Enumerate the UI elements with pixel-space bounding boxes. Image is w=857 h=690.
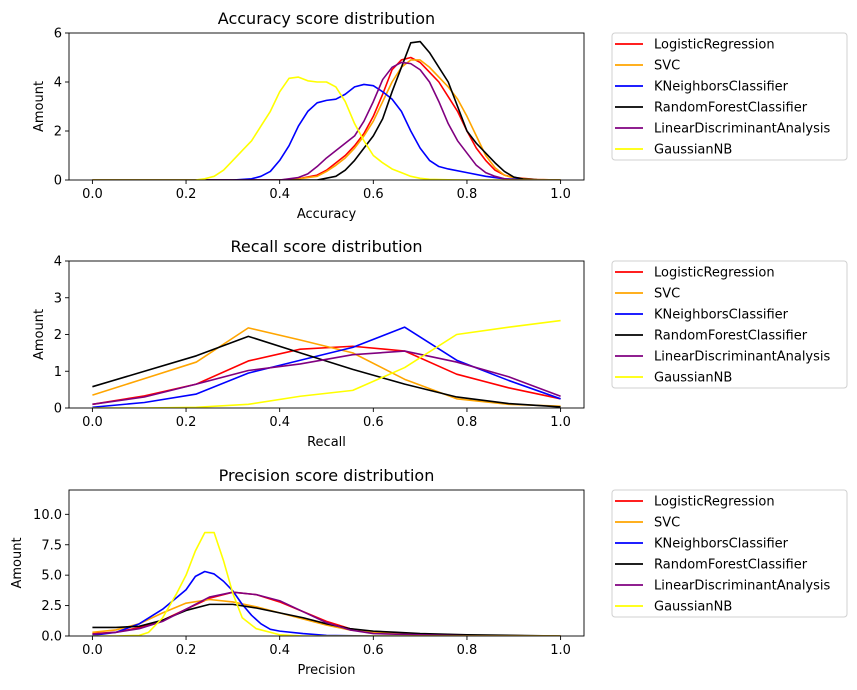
legend: LogisticRegression SVC KNeighborsClassifie… <box>611 260 848 389</box>
legend-label: LinearDiscriminantAnalysis <box>654 350 831 365</box>
y-tick-label: 10.0 <box>33 508 62 523</box>
x-tick-label: 0.4 <box>269 415 290 430</box>
series-line-LogisticRegression <box>92 345 561 406</box>
y-tick-label: 3 <box>54 291 62 306</box>
series-group <box>92 319 561 408</box>
chart-panel-1: Accuracy score distribution 0.0 0.2 0.4 0.6 0… <box>32 9 848 222</box>
legend-label: LinearDiscriminantAnalysis <box>654 122 831 137</box>
series-group <box>92 40 561 180</box>
legend-label: RandomForestClassifier <box>654 558 808 573</box>
x-tick-label: 0.8 <box>457 643 478 658</box>
x-tick-label: 0.0 <box>82 187 103 202</box>
y-tick-label: 1 <box>54 365 62 380</box>
legend-box <box>611 489 848 618</box>
series-line-LinearDiscriminantAnalysis <box>92 350 561 406</box>
legend-label: LogisticRegression <box>654 495 775 510</box>
x-tick-label: 0.0 <box>82 643 103 658</box>
y-tick-label: 5.0 <box>41 569 62 584</box>
x-tick-label: 0.2 <box>176 187 197 202</box>
legend-label: GaussianNB <box>654 143 732 158</box>
chart-panel-3: Precision score distribution 0.0 0.2 0.4 0.6… <box>10 466 848 678</box>
x-axis-label: Accuracy <box>297 207 357 222</box>
x-tick-label: 1.0 <box>550 643 571 658</box>
series-line-RandomForestClassifier <box>92 335 561 408</box>
legend-label: KNeighborsClassifier <box>654 80 789 95</box>
legend: LogisticRegression SVC KNeighborsClassifie… <box>611 32 848 161</box>
chart-title: Precision score distribution <box>219 466 435 485</box>
series-line-RandomForestClassifier <box>92 603 561 636</box>
series-line-LinearDiscriminantAnalysis <box>92 591 561 636</box>
y-tick-label: 0 <box>54 174 62 189</box>
series-line-GaussianNB <box>92 531 561 636</box>
x-axis-label: Precision <box>297 663 355 678</box>
chart-title: Accuracy score distribution <box>218 9 435 28</box>
legend-label: GaussianNB <box>654 600 732 615</box>
legend-label: LinearDiscriminantAnalysis <box>654 579 831 594</box>
x-tick-label: 0.6 <box>363 643 384 658</box>
legend-label: LogisticRegression <box>654 266 775 281</box>
series-line-LogisticRegression <box>92 56 561 180</box>
y-tick-label: 2 <box>54 125 62 140</box>
x-tick-label: 0.0 <box>82 415 103 430</box>
legend-label: KNeighborsClassifier <box>654 537 789 552</box>
x-tick-label: 0.8 <box>457 187 478 202</box>
series-line-RandomForestClassifier <box>92 40 561 180</box>
legend: LogisticRegression SVC KNeighborsClassifie… <box>611 489 848 618</box>
legend-label: KNeighborsClassifier <box>654 308 789 323</box>
chart-panel-2: Recall score distribution 0.0 0.2 0.4 0.6 0.8… <box>32 237 848 450</box>
y-tick-label: 4 <box>54 255 62 270</box>
legend-label: RandomForestClassifier <box>654 329 808 344</box>
y-tick-label: 7.5 <box>41 538 62 553</box>
x-tick-label: 0.4 <box>269 187 290 202</box>
legend-box <box>611 260 848 389</box>
legend-label: SVC <box>654 287 680 302</box>
legend-box <box>611 32 848 161</box>
series-line-LinearDiscriminantAnalysis <box>92 61 561 180</box>
x-tick-label: 0.4 <box>269 643 290 658</box>
series-line-KNeighborsClassifier <box>92 326 561 408</box>
x-tick-label: 0.6 <box>363 187 384 202</box>
legend-label: SVC <box>654 59 680 74</box>
series-line-GaussianNB <box>92 319 561 408</box>
x-tick-label: 1.0 <box>550 187 571 202</box>
y-tick-label: 0 <box>54 402 62 417</box>
y-axis-label: Amount <box>10 537 25 588</box>
series-line-GaussianNB <box>92 76 561 180</box>
axes-frame <box>68 260 585 409</box>
legend-label: SVC <box>654 516 680 531</box>
series-line-LogisticRegression <box>92 591 561 636</box>
axes-frame <box>68 489 585 637</box>
series-line-KNeighborsClassifier <box>92 570 561 636</box>
x-axis-label: Recall <box>307 435 346 450</box>
legend-label: LogisticRegression <box>654 38 775 53</box>
series-line-KNeighborsClassifier <box>92 83 561 180</box>
x-tick-label: 1.0 <box>550 415 571 430</box>
series-line-SVC <box>92 59 561 180</box>
legend-label: RandomForestClassifier <box>654 101 808 116</box>
legend-label: GaussianNB <box>654 371 732 386</box>
y-tick-label: 0.0 <box>41 630 62 645</box>
y-tick-label: 2.5 <box>41 599 62 614</box>
series-group <box>92 531 561 636</box>
y-tick-label: 2 <box>54 328 62 343</box>
y-axis-label: Amount <box>32 81 47 132</box>
x-tick-label: 0.6 <box>363 415 384 430</box>
x-tick-label: 0.8 <box>457 415 478 430</box>
axes-frame <box>68 32 585 181</box>
chart-title: Recall score distribution <box>230 237 422 256</box>
y-tick-label: 6 <box>54 27 62 42</box>
series-line-SVC <box>92 327 561 407</box>
y-tick-label: 4 <box>54 76 62 91</box>
y-axis-label: Amount <box>32 309 47 360</box>
x-tick-label: 0.2 <box>176 415 197 430</box>
x-tick-label: 0.2 <box>176 643 197 658</box>
